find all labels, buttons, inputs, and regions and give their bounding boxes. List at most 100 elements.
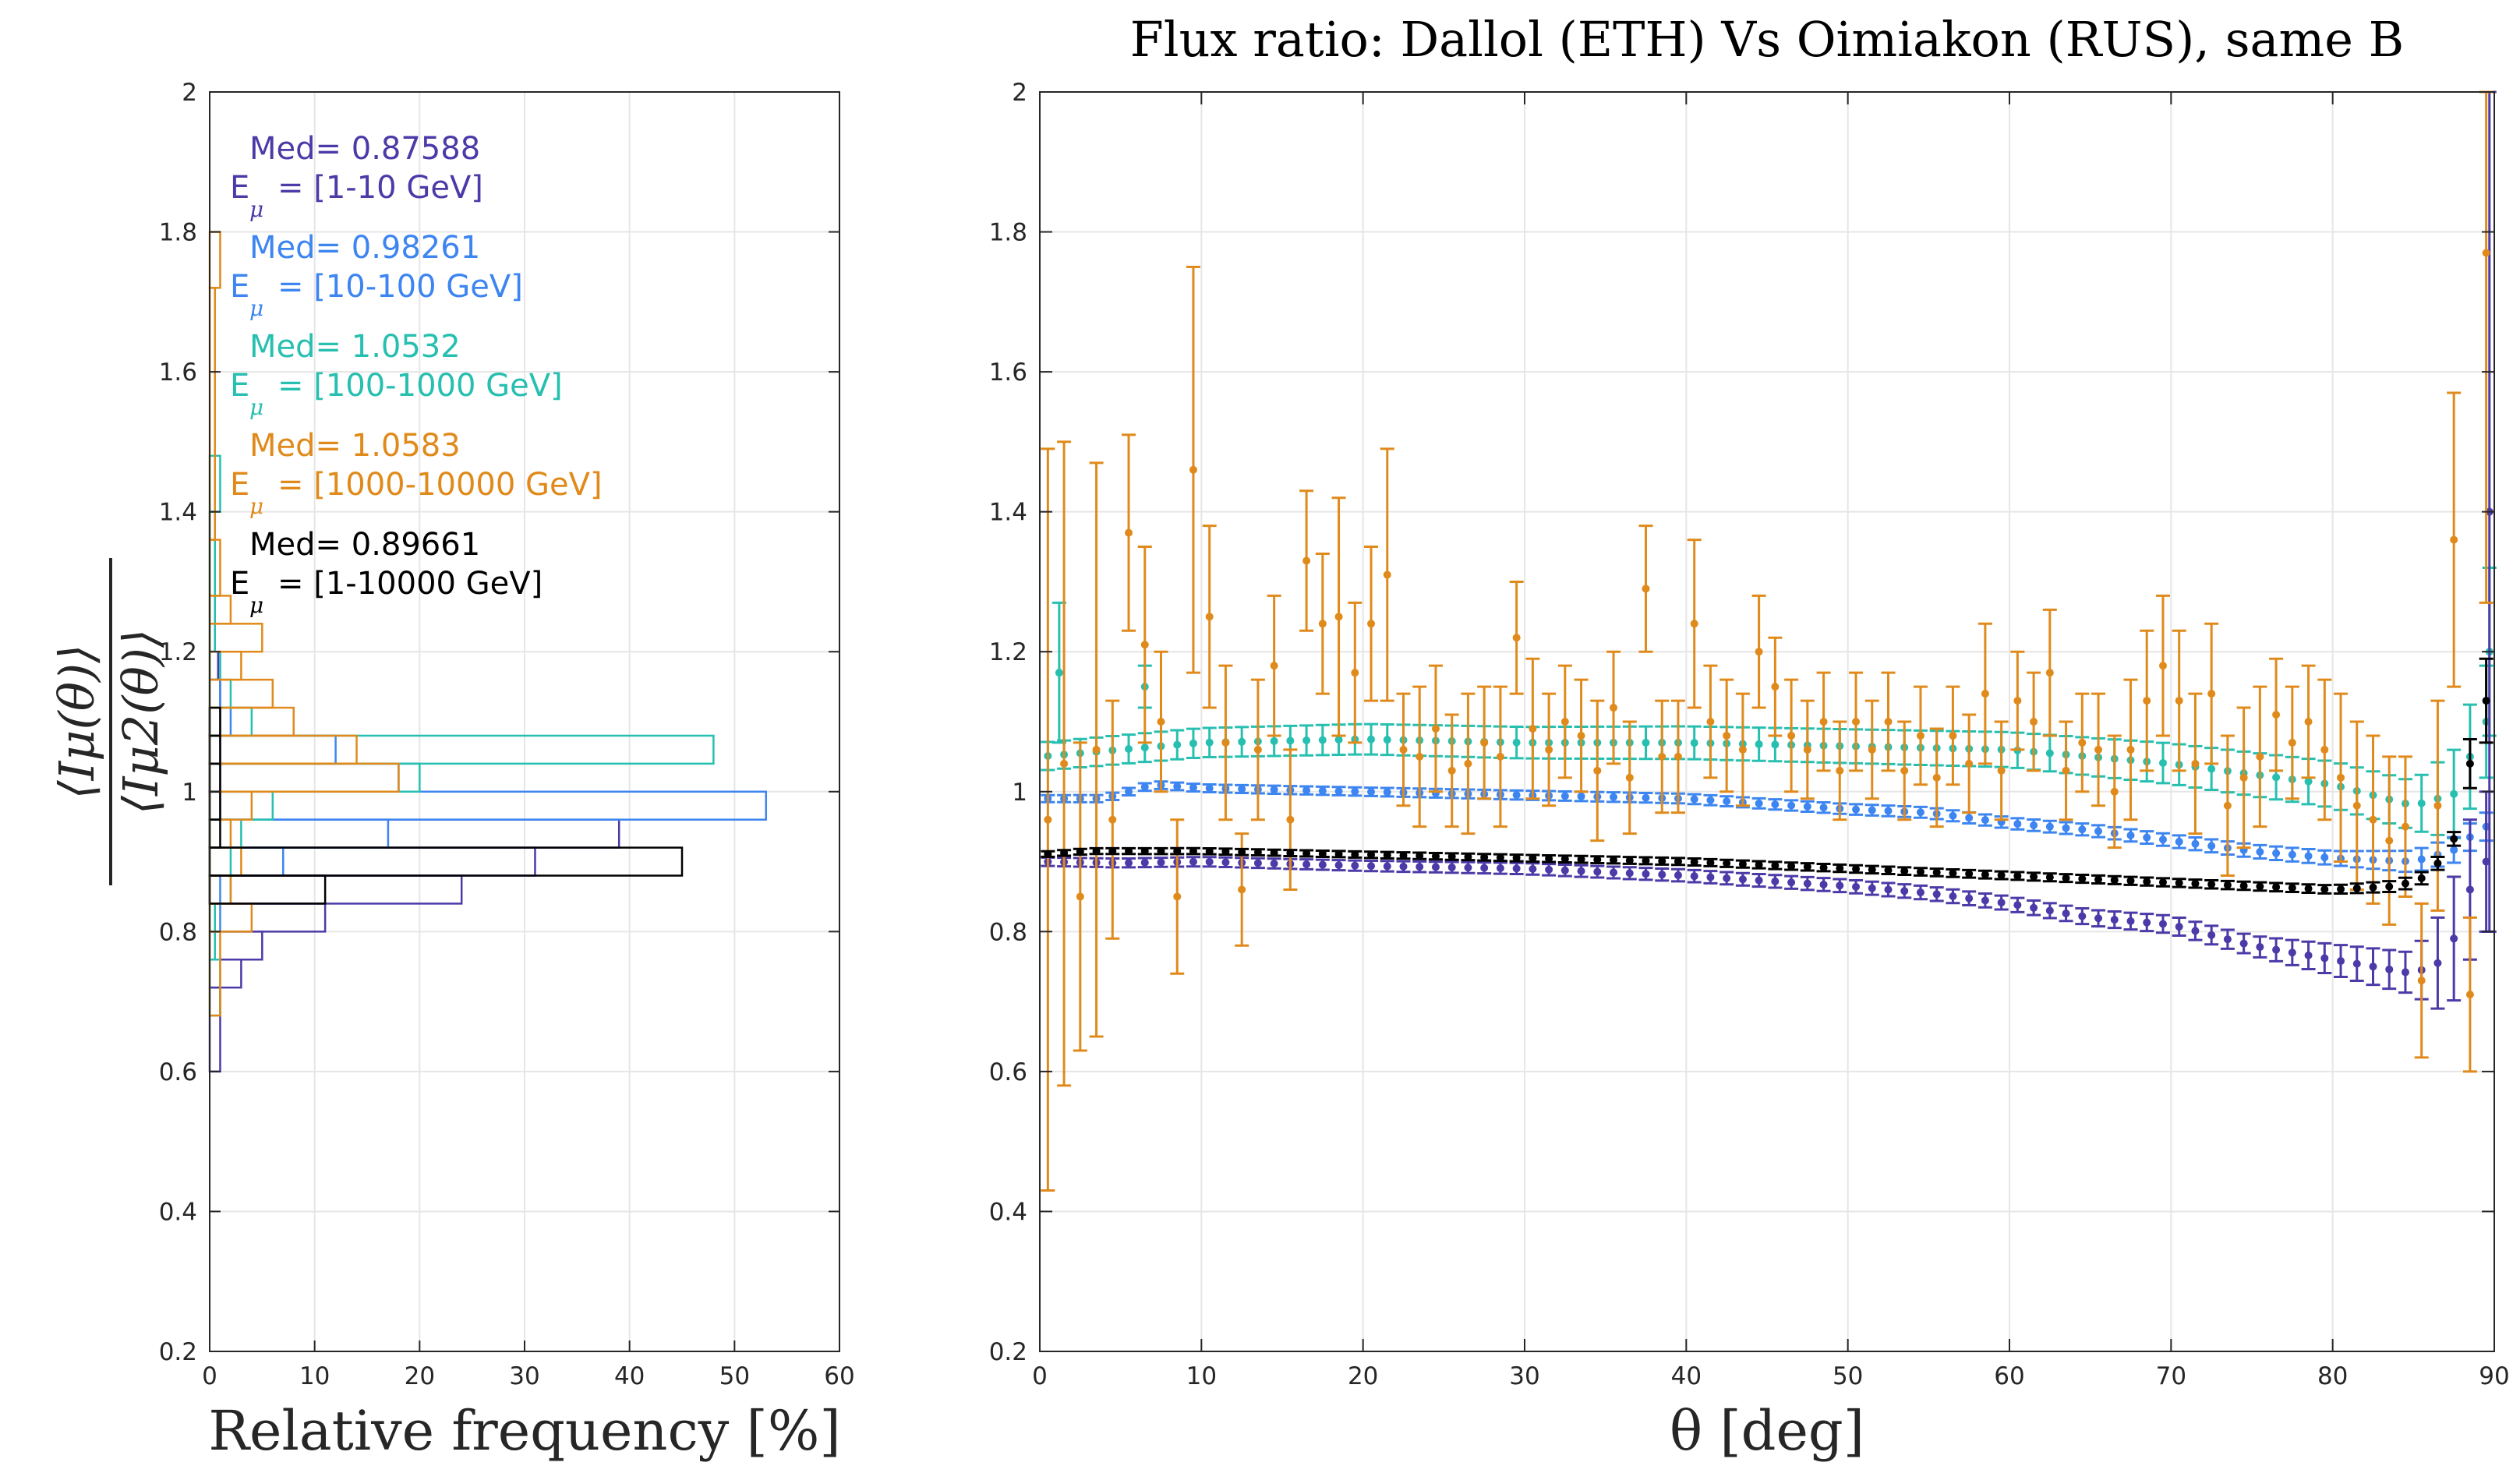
data-point bbox=[1738, 860, 1747, 868]
data-point bbox=[1399, 851, 1408, 860]
data-point bbox=[1140, 847, 1149, 856]
data-point bbox=[2126, 917, 2135, 925]
data-point bbox=[2272, 883, 2281, 892]
data-point bbox=[1431, 852, 1440, 860]
data-point bbox=[1819, 718, 1828, 726]
scatter-series bbox=[1041, 90, 2493, 1192]
data-point bbox=[1949, 811, 1957, 820]
data-point bbox=[1771, 683, 1780, 691]
data-point bbox=[1981, 871, 1989, 879]
data-point bbox=[1577, 792, 1585, 800]
data-point bbox=[1723, 731, 1731, 740]
data-point bbox=[1480, 738, 1489, 747]
data-point bbox=[1205, 613, 1214, 621]
data-point bbox=[2110, 876, 2119, 885]
data-point bbox=[2369, 815, 2377, 824]
data-point bbox=[2191, 759, 2200, 768]
data-point bbox=[1302, 786, 1311, 795]
data-point bbox=[2175, 837, 2183, 846]
data-point bbox=[1706, 718, 1715, 726]
data-point bbox=[2030, 903, 2038, 912]
data-point bbox=[1270, 662, 1278, 670]
scatter-x-tick-label: 80 bbox=[2317, 1362, 2348, 1390]
scatter-y-tick-label: 0.2 bbox=[989, 1338, 1027, 1366]
data-point bbox=[1787, 731, 1796, 740]
data-point bbox=[2158, 662, 2167, 670]
data-point bbox=[2385, 882, 2394, 891]
data-point bbox=[1738, 875, 1747, 884]
data-point bbox=[1399, 862, 1408, 871]
data-point bbox=[2482, 697, 2490, 705]
legend-energy-subscript: μ bbox=[249, 493, 263, 519]
data-point bbox=[1270, 849, 1278, 857]
data-point bbox=[1238, 848, 1246, 857]
legend-median: Med= 1.0532 bbox=[249, 329, 461, 365]
scatter-y-tick-label: 0.6 bbox=[989, 1058, 1027, 1086]
data-point bbox=[2223, 801, 2232, 810]
data-point bbox=[2401, 879, 2409, 888]
scatter-y-tick-label: 1.4 bbox=[989, 499, 1027, 527]
data-point bbox=[1496, 853, 1504, 862]
data-point bbox=[2207, 765, 2216, 773]
data-point bbox=[1965, 870, 1974, 878]
data-point bbox=[1221, 858, 1230, 867]
data-point bbox=[2045, 822, 2054, 831]
data-point bbox=[1464, 853, 1472, 861]
data-point bbox=[2417, 855, 2426, 864]
data-point bbox=[2094, 745, 2103, 754]
data-point bbox=[1723, 859, 1731, 867]
data-point bbox=[2450, 835, 2458, 843]
data-point bbox=[2078, 825, 2087, 834]
data-point bbox=[2304, 951, 2313, 959]
data-point bbox=[2256, 943, 2264, 952]
data-point bbox=[2126, 831, 2135, 839]
histogram-y-tick-label: 2 bbox=[182, 79, 197, 107]
data-point bbox=[1819, 864, 1828, 872]
data-point bbox=[1545, 865, 1553, 874]
data-point bbox=[2337, 773, 2345, 782]
data-point bbox=[2450, 846, 2458, 854]
histogram-series bbox=[208, 706, 684, 905]
data-point bbox=[2465, 759, 2474, 768]
data-point bbox=[2288, 850, 2296, 859]
data-point bbox=[2304, 852, 2313, 860]
data-point bbox=[1496, 864, 1504, 872]
data-point bbox=[2013, 871, 2022, 880]
data-point bbox=[1238, 885, 1246, 894]
data-point bbox=[2256, 752, 2264, 761]
scatter-plot-area bbox=[1040, 92, 2494, 1351]
data-point bbox=[2239, 939, 2248, 948]
data-point bbox=[1334, 861, 1343, 870]
data-point bbox=[1787, 878, 1796, 887]
data-point bbox=[1706, 796, 1715, 804]
data-point bbox=[1157, 718, 1165, 726]
data-point bbox=[1286, 815, 1295, 824]
data-point bbox=[2256, 882, 2264, 891]
data-point bbox=[1318, 620, 1327, 628]
data-point bbox=[1884, 807, 1893, 815]
histogram-panel: 0 10 20 30 40 50 600.20.40.60.811.21.41.61.82 … bbox=[48, 79, 855, 1463]
data-point bbox=[1253, 745, 1262, 754]
data-point bbox=[1868, 884, 1876, 892]
data-point bbox=[1690, 620, 1698, 628]
data-point bbox=[1221, 847, 1230, 856]
data-point bbox=[1560, 866, 1569, 874]
data-point bbox=[1771, 740, 1780, 749]
data-point bbox=[1803, 879, 1811, 888]
data-point bbox=[2352, 884, 2361, 892]
data-point bbox=[1464, 864, 1472, 872]
legend-median: Med= 0.98261 bbox=[249, 230, 480, 266]
data-point bbox=[2272, 945, 2281, 954]
legend-energy-symbol: E bbox=[230, 467, 249, 503]
data-point bbox=[2062, 874, 2070, 882]
data-point bbox=[1205, 784, 1214, 793]
data-point bbox=[2482, 857, 2490, 866]
scatter-y-tick-label: 0.4 bbox=[989, 1198, 1027, 1226]
data-point bbox=[1334, 613, 1343, 621]
data-point bbox=[1512, 864, 1521, 873]
data-point bbox=[1416, 752, 1424, 761]
data-point bbox=[1383, 862, 1391, 871]
data-point bbox=[1868, 806, 1876, 814]
data-point bbox=[2288, 884, 2296, 892]
data-point bbox=[2288, 948, 2296, 957]
